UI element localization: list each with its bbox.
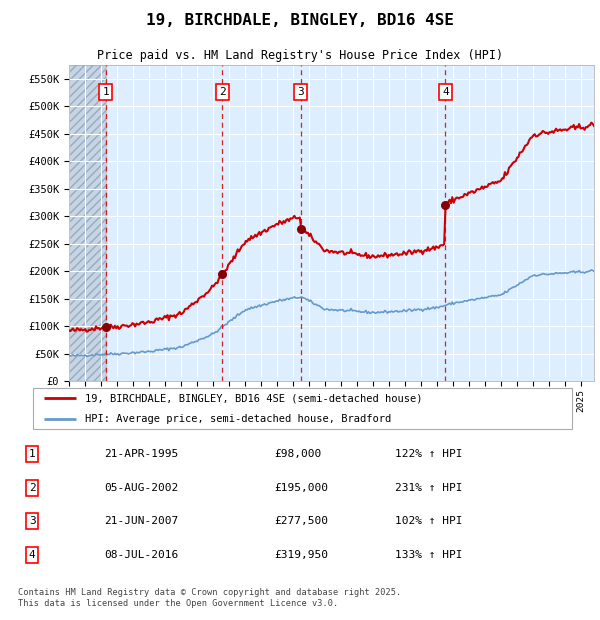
Text: 05-AUG-2002: 05-AUG-2002 <box>104 483 178 493</box>
Text: 4: 4 <box>442 87 449 97</box>
Text: 21-JUN-2007: 21-JUN-2007 <box>104 516 178 526</box>
FancyBboxPatch shape <box>33 388 572 429</box>
Text: £98,000: £98,000 <box>274 450 322 459</box>
Text: 08-JUL-2016: 08-JUL-2016 <box>104 550 178 560</box>
Text: 102% ↑ HPI: 102% ↑ HPI <box>395 516 463 526</box>
Text: £195,000: £195,000 <box>274 483 328 493</box>
Text: 21-APR-1995: 21-APR-1995 <box>104 450 178 459</box>
Text: 122% ↑ HPI: 122% ↑ HPI <box>395 450 463 459</box>
Text: 3: 3 <box>297 87 304 97</box>
Text: 19, BIRCHDALE, BINGLEY, BD16 4SE (semi-detached house): 19, BIRCHDALE, BINGLEY, BD16 4SE (semi-d… <box>85 393 422 404</box>
Text: HPI: Average price, semi-detached house, Bradford: HPI: Average price, semi-detached house,… <box>85 414 391 424</box>
Text: Price paid vs. HM Land Registry's House Price Index (HPI): Price paid vs. HM Land Registry's House … <box>97 49 503 62</box>
Bar <box>69 65 106 381</box>
Bar <box>69 65 106 381</box>
Text: 1: 1 <box>29 450 35 459</box>
Text: Contains HM Land Registry data © Crown copyright and database right 2025.
This d: Contains HM Land Registry data © Crown c… <box>18 588 401 608</box>
Text: 2: 2 <box>219 87 226 97</box>
Text: 4: 4 <box>29 550 35 560</box>
Text: 3: 3 <box>29 516 35 526</box>
Text: £319,950: £319,950 <box>274 550 328 560</box>
Text: £277,500: £277,500 <box>274 516 328 526</box>
Text: 19, BIRCHDALE, BINGLEY, BD16 4SE: 19, BIRCHDALE, BINGLEY, BD16 4SE <box>146 13 454 28</box>
Text: 1: 1 <box>103 87 109 97</box>
Text: 231% ↑ HPI: 231% ↑ HPI <box>395 483 463 493</box>
Text: 2: 2 <box>29 483 35 493</box>
Text: 133% ↑ HPI: 133% ↑ HPI <box>395 550 463 560</box>
